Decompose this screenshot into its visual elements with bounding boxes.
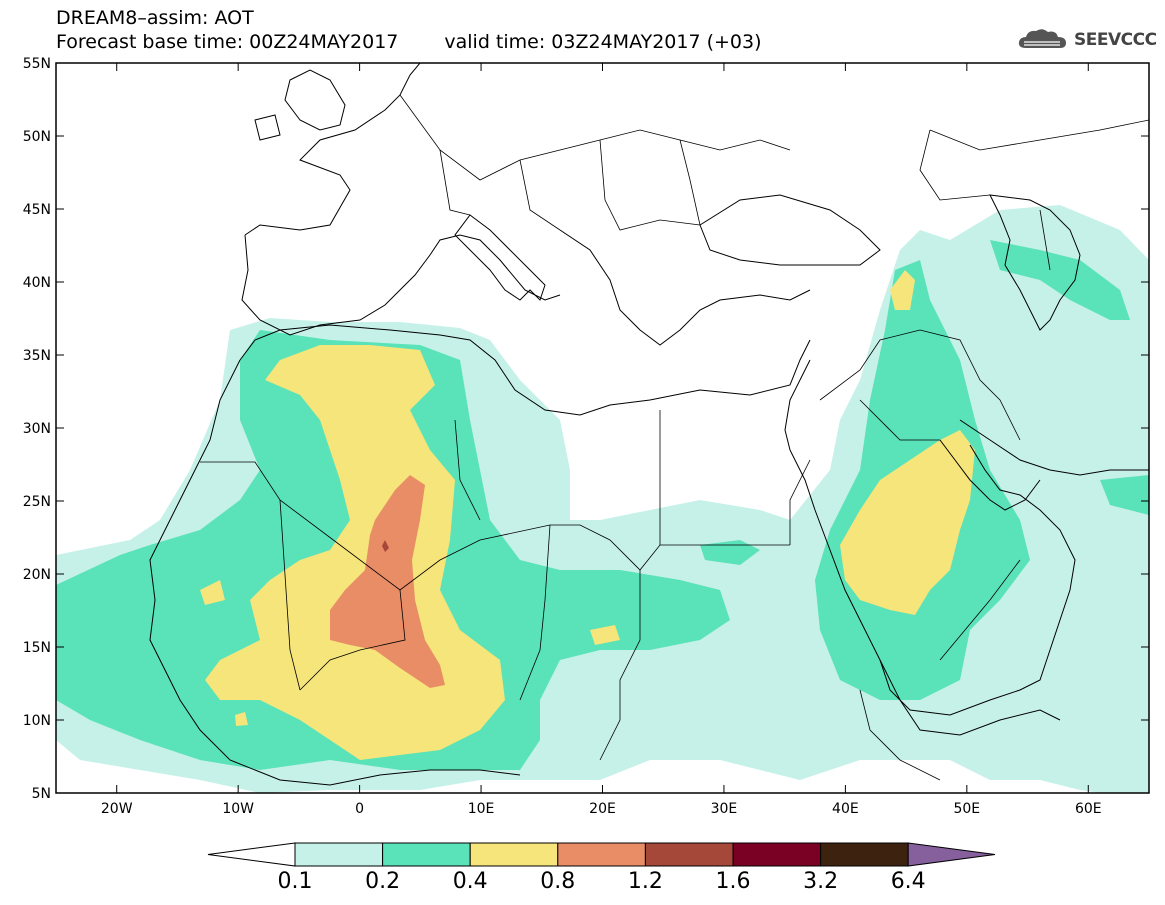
lat-tick-label: 20N	[23, 567, 51, 583]
lon-tick-label: 60E	[1075, 801, 1102, 817]
colorbar-swatch	[294, 842, 384, 867]
lat-tick-label: 15N	[23, 640, 51, 656]
colorbar-label: 0.4	[452, 869, 488, 894]
seevccc-logo: SEEVCCC	[1016, 26, 1157, 54]
logo-text: SEEVCCC	[1074, 30, 1157, 50]
colorbar-label: 0.8	[540, 869, 576, 894]
colorbar-swatch	[382, 842, 471, 867]
colorbar-swatch	[557, 842, 646, 867]
lon-tick-label: 50E	[953, 801, 980, 817]
coastlines	[149, 63, 1149, 786]
colorbar-label: 1.2	[627, 869, 663, 894]
lat-axis: 55N 50N 45N 40N 35N 30N 25N 20N 15N 10N 5N	[23, 56, 1149, 802]
lat-tick-label: 45N	[23, 202, 51, 218]
lon-tick-label: 20E	[589, 801, 616, 817]
cloud-logo-icon	[1018, 29, 1066, 48]
lon-tick-label: 10E	[468, 801, 495, 817]
colorbar-label: 0.2	[365, 869, 401, 894]
country-borders	[200, 94, 1149, 781]
colorbar-label: 1.6	[715, 869, 751, 894]
base-time-label: Forecast base time: 00Z24MAY2017	[56, 31, 399, 53]
colorbar-swatch	[644, 842, 734, 867]
colorbar-under-arrow	[207, 842, 296, 867]
lon-tick-label: 10W	[222, 801, 254, 817]
aot-field	[56, 63, 1149, 793]
colorbar-label: 0.1	[277, 869, 313, 894]
lat-tick-label: 55N	[23, 56, 51, 72]
lon-tick-label: 40E	[832, 801, 859, 817]
lat-tick-label: 5N	[32, 786, 51, 802]
lat-tick-label: 10N	[23, 713, 51, 729]
lat-tick-label: 50N	[23, 129, 51, 145]
colorbar-swatch	[820, 842, 909, 867]
map-title: DREAM8–assim: AOT	[56, 7, 254, 29]
lat-tick-label: 35N	[23, 348, 51, 364]
lat-tick-label: 40N	[23, 275, 51, 291]
lon-tick-label: 0	[355, 801, 364, 817]
map-subtitle: Forecast base time: 00Z24MAY2017 valid ti…	[56, 33, 762, 52]
colorbar-swatch	[732, 842, 822, 867]
aot-band-0.8	[330, 475, 445, 688]
colorbar-label: 6.4	[890, 869, 926, 894]
colorbar-over-arrow	[907, 842, 996, 867]
colorbar-label: 3.2	[803, 869, 839, 894]
lon-axis: 20W 10W 0 10E 20E 30E 40E 50E 60E	[101, 63, 1102, 817]
colorbar-swatch	[469, 842, 559, 867]
lon-tick-label: 20W	[101, 801, 133, 817]
lat-tick-label: 25N	[23, 494, 51, 510]
lon-tick-label: 30E	[711, 801, 738, 817]
lat-tick-label: 30N	[23, 421, 51, 437]
aot-band-1.2	[382, 540, 389, 552]
valid-time-label: valid time: 03Z24MAY2017 (+03)	[444, 31, 762, 53]
